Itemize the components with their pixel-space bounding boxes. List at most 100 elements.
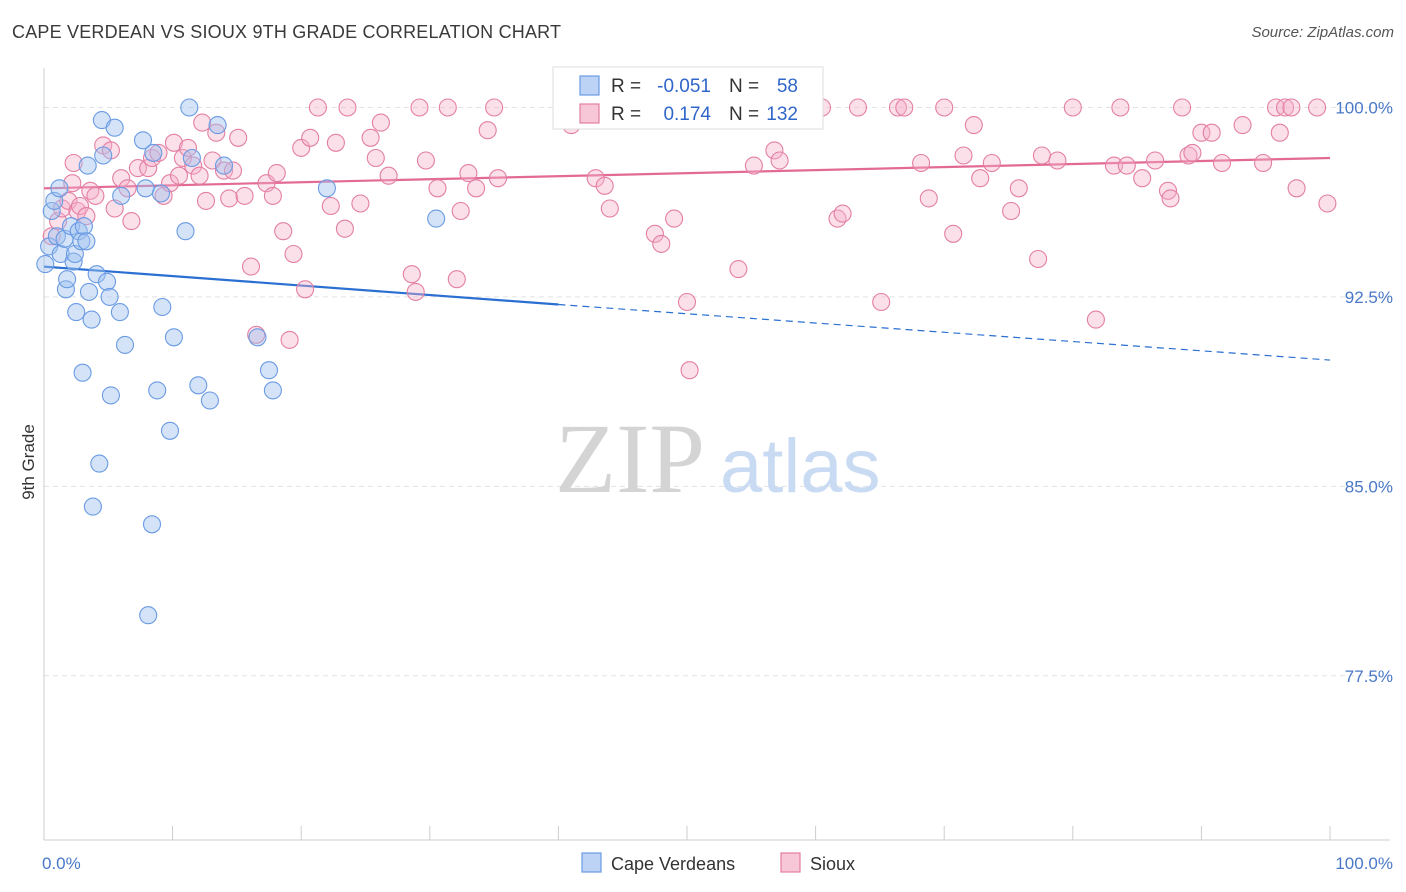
point-cape-verdeans-26	[94, 146, 113, 165]
point-sioux-113	[1133, 169, 1152, 188]
point-sioux-31	[203, 151, 222, 170]
point-cape-verdeans-40	[151, 184, 171, 203]
point-sioux-37	[235, 186, 254, 205]
bottom-legend-swatch-cape-verdeans	[581, 852, 602, 873]
point-sioux-83	[729, 260, 748, 279]
point-sioux-36	[229, 128, 248, 147]
point-sioux-38	[241, 257, 261, 276]
point-sioux-9	[81, 181, 100, 200]
point-sioux-127	[1275, 98, 1295, 117]
point-sioux-105	[1029, 249, 1048, 269]
point-sioux-59	[402, 265, 421, 284]
point-sioux-126	[1270, 123, 1289, 142]
point-sioux-62	[416, 151, 435, 170]
point-sioux-60	[406, 282, 425, 301]
point-sioux-122	[1212, 153, 1232, 173]
point-cape-verdeans-41	[153, 297, 172, 317]
point-cape-verdeans-44	[176, 222, 195, 241]
point-cape-verdeans-52	[259, 361, 279, 380]
point-sioux-34	[220, 189, 239, 208]
y-tick-labels: 77.5% 85.0% 92.5% 100.0%	[1335, 98, 1393, 685]
point-sioux-103	[1002, 201, 1021, 221]
point-sioux-46	[292, 138, 311, 157]
point-sioux-67	[459, 164, 478, 183]
point-sioux-95	[912, 153, 931, 173]
point-cape-verdeans-11	[64, 252, 83, 271]
point-sioux-106	[1032, 146, 1051, 165]
point-cape-verdeans-30	[105, 118, 124, 137]
point-sioux-120	[1192, 123, 1211, 142]
watermark: ZIP atlas	[555, 403, 881, 514]
point-sioux-112	[1117, 156, 1136, 175]
series-legend: Cape Verdeans Sioux	[581, 852, 855, 874]
trend-lines	[43, 156, 1331, 361]
point-cape-verdeans-48	[200, 391, 219, 410]
bottom-legend-label-cape-verdeans: Cape Verdeans	[611, 854, 735, 874]
data-points	[36, 98, 1337, 625]
point-sioux-92	[872, 292, 891, 312]
point-sioux-86	[765, 141, 784, 160]
y-tick-label-1: 85.0%	[1345, 477, 1393, 496]
point-sioux-119	[1183, 143, 1202, 162]
point-sioux-44	[280, 330, 299, 349]
point-sioux-94	[895, 98, 914, 117]
point-cape-verdeans-29	[101, 386, 120, 405]
point-cape-verdeans-43	[164, 328, 183, 347]
point-sioux-75	[600, 199, 619, 218]
point-cape-verdeans-49	[208, 116, 227, 135]
point-cape-verdeans-38	[144, 143, 163, 162]
legend-n-value-sioux: 132	[766, 104, 798, 125]
point-sioux-27	[184, 156, 203, 175]
point-sioux-14	[112, 169, 131, 188]
point-sioux-64	[438, 98, 457, 117]
point-sioux-93	[888, 98, 907, 117]
point-cape-verdeans-24	[90, 454, 109, 473]
point-sioux-91	[848, 98, 868, 117]
point-sioux-117	[1173, 98, 1192, 117]
source-credit: Source: ZipAtlas.com	[1251, 24, 1394, 41]
point-sioux-41	[263, 186, 282, 205]
stats-legend: R = -0.051 N = 58 R = 0.174 N = 132	[552, 66, 824, 130]
point-cape-verdeans-32	[112, 186, 131, 205]
point-sioux-43	[274, 222, 293, 241]
point-sioux-65	[447, 270, 466, 289]
point-cape-verdeans-22	[83, 497, 102, 516]
point-sioux-63	[428, 179, 447, 198]
point-sioux-130	[1318, 194, 1337, 213]
point-sioux-84	[744, 156, 763, 175]
point-sioux-96	[919, 189, 938, 208]
point-sioux-51	[326, 133, 345, 152]
point-sioux-109	[1086, 310, 1105, 329]
point-sioux-81	[680, 361, 699, 380]
point-cape-verdeans-17	[74, 217, 93, 236]
point-sioux-53	[338, 98, 357, 117]
point-sioux-54	[351, 194, 370, 213]
point-sioux-5	[64, 153, 83, 173]
watermark-zip: ZIP	[555, 403, 705, 514]
point-cape-verdeans-27	[97, 272, 117, 291]
point-sioux-69	[478, 121, 497, 140]
point-cape-verdeans-19	[78, 156, 97, 175]
trend-line-cape-verdeans-extension	[558, 303, 1331, 361]
point-cape-verdeans-13	[67, 303, 86, 322]
y-axis-label: 9th Grade	[19, 424, 38, 500]
point-cape-verdeans-45	[180, 98, 199, 117]
point-sioux-55	[361, 128, 380, 147]
point-sioux-23	[164, 133, 183, 152]
point-cape-verdeans-23	[87, 265, 106, 284]
x-tick-label-0: 0.0%	[42, 854, 81, 873]
point-sioux-35	[223, 161, 243, 180]
y-tick-label-0: 77.5%	[1345, 667, 1393, 686]
bottom-legend-label-sioux: Sioux	[810, 854, 855, 874]
y-tick-label-2: 92.5%	[1345, 288, 1393, 307]
point-sioux-80	[677, 292, 697, 312]
point-cape-verdeans-20	[79, 282, 99, 301]
point-cape-verdeans-51	[248, 328, 267, 347]
point-sioux-74	[595, 176, 614, 195]
point-cape-verdeans-21	[82, 310, 101, 329]
point-cape-verdeans-39	[148, 381, 167, 400]
point-sioux-71	[488, 169, 508, 188]
point-sioux-58	[379, 166, 398, 185]
point-sioux-129	[1287, 179, 1306, 198]
